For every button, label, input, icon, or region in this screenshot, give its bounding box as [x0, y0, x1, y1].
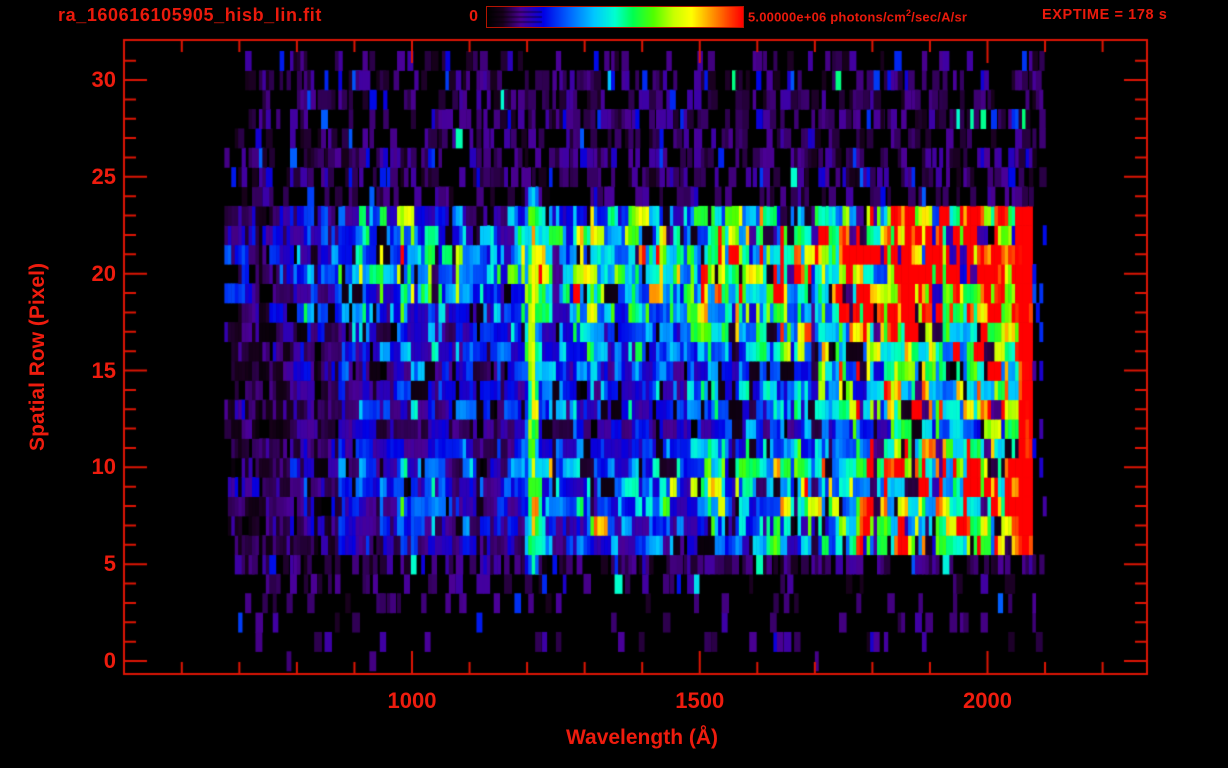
y-tick-label: 20 [91, 260, 116, 286]
colorbar-max-prefix: 5.00000e+06 photons/cm [748, 9, 906, 25]
x-tick-label: 1000 [387, 688, 437, 713]
y-tick-label: 15 [91, 357, 116, 383]
colorbar-min-label: 0 [469, 8, 478, 25]
exptime-label: EXPTIME = 178 s [1042, 7, 1168, 23]
x-tick-label: 2000 [963, 688, 1012, 713]
y-tick-label: 25 [91, 163, 116, 189]
colorbar-max-suffix: /sec/A/sr [911, 9, 968, 25]
colorbar-max-label: 5.00000e+06 photons/cm2/sec/A/sr [748, 8, 967, 24]
spectrogram-image [125, 41, 1146, 673]
y-tick-label: 10 [91, 454, 116, 480]
colorbar [486, 6, 744, 28]
y-tick-label: 0 [103, 648, 116, 673]
x-tick-label: 1500 [675, 688, 725, 713]
y-tick-label: 5 [103, 551, 116, 577]
x-axis-title: Wavelength (Å) [565, 726, 719, 749]
y-tick-label: 30 [91, 67, 116, 93]
y-axis-title: Spatial Row (Pixel) [26, 263, 49, 451]
file-title: ra_160616105905_hisb_lin.fit [58, 5, 322, 25]
